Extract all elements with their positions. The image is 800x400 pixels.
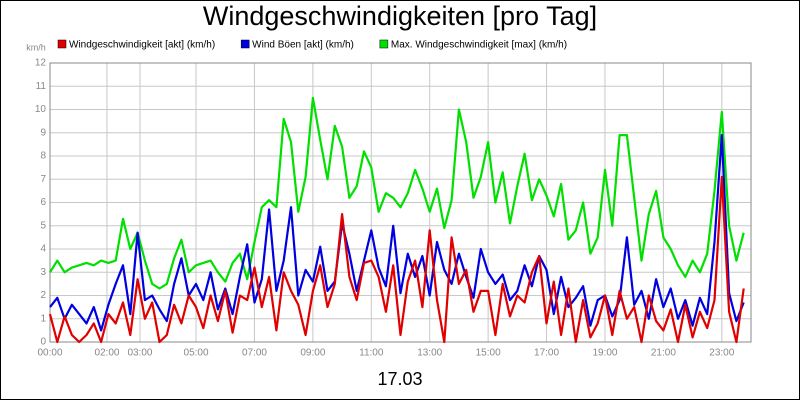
y-tick-label: 9 bbox=[40, 127, 46, 138]
series-line bbox=[49, 96, 745, 290]
x-tick-label: 15:00 bbox=[476, 348, 501, 359]
y-tick-label: 6 bbox=[40, 197, 46, 208]
y-tick-label: 4 bbox=[40, 244, 46, 255]
x-tick-label: 11:00 bbox=[359, 348, 384, 359]
y-tick-label: 8 bbox=[40, 151, 46, 162]
x-tick-label: 21:00 bbox=[651, 348, 676, 359]
x-tick-label: 05:00 bbox=[184, 348, 209, 359]
plot-border bbox=[49, 62, 752, 343]
x-tick-label: 19:00 bbox=[592, 348, 617, 359]
x-tick-label: 00:00 bbox=[37, 348, 62, 359]
x-tick-label: 17:00 bbox=[534, 348, 559, 359]
y-tick-label: 10 bbox=[35, 104, 47, 115]
x-axis-label: 17.03 bbox=[377, 369, 422, 389]
legend-label: Max. Windgeschwindigkeit [max] (km/h) bbox=[391, 40, 567, 51]
y-tick-label: 7 bbox=[40, 174, 46, 185]
x-tick-label: 03:00 bbox=[127, 348, 152, 359]
legend-swatch bbox=[240, 39, 250, 49]
y-axis-label: km/h bbox=[26, 42, 46, 52]
y-tick-label: 1 bbox=[40, 313, 46, 324]
x-tick-label: 09:00 bbox=[300, 348, 325, 359]
legend-label: Wind Böen [akt] (km/h) bbox=[252, 40, 354, 51]
chart-title: Windgeschwindigkeiten [pro Tag] bbox=[203, 1, 597, 31]
legend-swatch bbox=[57, 39, 67, 49]
y-tick-label: 0 bbox=[40, 337, 46, 348]
series-line bbox=[48, 175, 745, 344]
x-tick-label: 23:00 bbox=[709, 348, 734, 359]
y-tick-label: 12 bbox=[35, 58, 47, 69]
series-line bbox=[49, 134, 745, 332]
y-tick-label: 2 bbox=[40, 290, 46, 301]
x-tick-label: 07:00 bbox=[242, 348, 267, 359]
x-tick-label: 13:00 bbox=[417, 348, 442, 359]
legend-label: Windgeschwindigkeit [akt] (km/h) bbox=[69, 40, 215, 51]
y-tick-label: 5 bbox=[40, 220, 46, 231]
legend-swatch bbox=[379, 39, 389, 49]
y-tick-label: 3 bbox=[40, 267, 46, 278]
x-tick-label: 02:00 bbox=[94, 348, 119, 359]
y-tick-label: 11 bbox=[36, 81, 47, 92]
